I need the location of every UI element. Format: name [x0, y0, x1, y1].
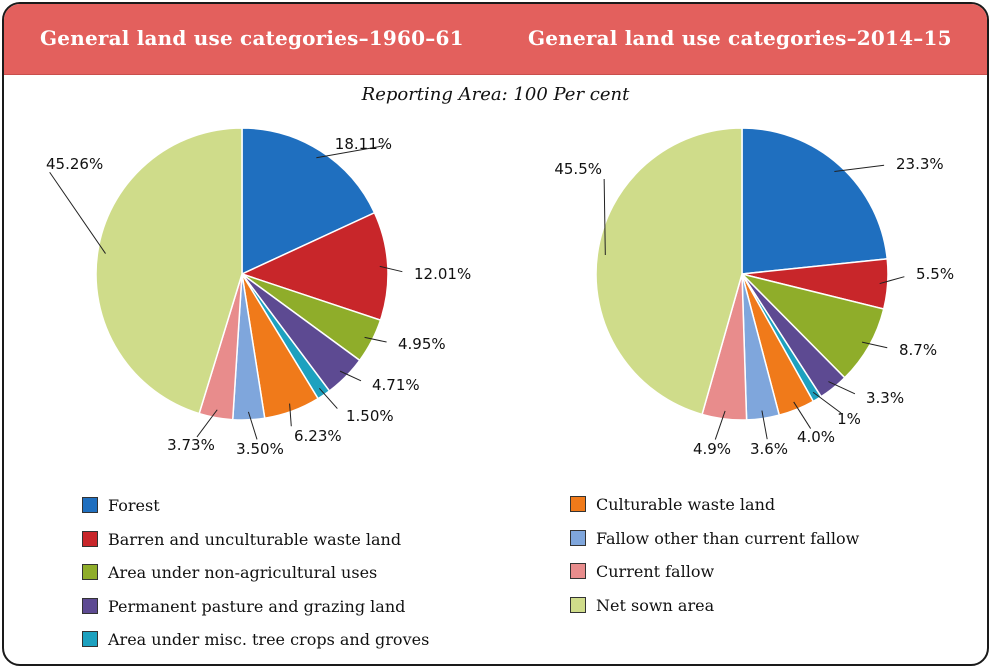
pie-chart-2014-15: 23.3% 5.5% 8.7% 3.3% 1%4.0% 3.6% 4.9% 45.5% [554, 127, 954, 458]
legend-swatch [82, 497, 98, 513]
left-chart-title: General land use categories–1960–61 [40, 26, 464, 50]
legend-label: Area under misc. tree crops and groves [108, 629, 430, 649]
pie-1960-leader-line [339, 370, 362, 382]
pie-2014-data-label: 8.7% [899, 341, 937, 359]
pie-1960-data-label: 3.73% [167, 436, 215, 454]
legend-label: Culturable waste land [596, 494, 776, 514]
reporting-area-subtitle: Reporting Area: 100 Per cent [361, 84, 630, 105]
pie-1960-leader-line [196, 409, 218, 438]
pie-2014-data-label: 3.6% [750, 440, 788, 458]
legend-swatch [570, 530, 586, 546]
legend-item: Current fallow [570, 560, 714, 582]
pie-1960-data-label: 45.26% [46, 155, 103, 173]
pie-1960-slice-net-sown-area [95, 127, 243, 415]
header-banner: General land use categories–1960–61 Gene… [4, 4, 987, 75]
legend-item: Permanent pasture and grazing land [82, 595, 405, 617]
pie-2014-leader-line [761, 410, 768, 440]
legend-item: Barren and unculturable waste land [82, 528, 401, 550]
pie-1960-slice-barren-and-unculturable-waste-land [239, 211, 389, 322]
legend-swatch [570, 563, 586, 579]
pie-1960-leader-line [247, 411, 258, 440]
pie-2014-data-label: 23.3% [896, 155, 944, 173]
pie-1960-leader-line [364, 336, 387, 343]
pie-2014-data-label: 5.5% [916, 265, 954, 283]
pie-1960-data-label: 4.71% [372, 376, 420, 394]
pie-1960-leader-line [49, 171, 106, 254]
pie-1960-data-label: 3.50% [236, 440, 284, 458]
pie-1960-data-label: 12.01% [414, 265, 471, 283]
pie-2014-leader-line [828, 381, 856, 395]
pie-1960-data-label: 1.50% [346, 407, 394, 425]
pie-2014-leader-line [793, 401, 812, 429]
pie-1960-slice-forest [241, 127, 376, 276]
pie-2014-data-label: 1% [837, 410, 861, 428]
legend-item: Area under misc. tree crops and groves [82, 628, 429, 650]
right-chart-title: General land use categories–2014–15 [528, 26, 952, 50]
legend-item: Area under non-agricultural uses [82, 561, 377, 583]
pie-2014-slice-forest [741, 127, 889, 275]
legend-swatch [82, 564, 98, 580]
pie-1960-leader-line [289, 403, 292, 427]
legend-swatch [82, 531, 98, 547]
legend-label: Forest [108, 495, 160, 515]
legend-swatch [82, 631, 98, 647]
legend-item: Fallow other than current fallow [570, 527, 859, 549]
legend-swatch [570, 597, 586, 613]
pie-2014-leader-line [603, 178, 606, 255]
pie-2014-data-label: 3.3% [866, 389, 904, 407]
pie-2014-data-label: 4.9% [693, 440, 731, 458]
pie-2014-leader-line [834, 164, 885, 172]
pie-1960-leader-line [316, 145, 385, 159]
legend-item: Culturable waste land [570, 493, 775, 515]
pie-2014-leader-line [714, 410, 726, 440]
pie-2014-data-label: 4.0% [797, 428, 835, 446]
pie-2014-leader-line [879, 276, 905, 285]
pie-chart-1960-61: 18.11% 12.01% 4.95% 4.71% 1.50%6.23% 3.50% 3.7… [46, 127, 471, 458]
pie-2014-leader-line [812, 391, 842, 414]
legend-label: Fallow other than current fallow [596, 528, 860, 548]
pie-charts: 18.11% 12.01% 4.95% 4.71% 1.50%6.23% 3.50% 3.7… [46, 127, 954, 458]
pie-2014-leader-line [861, 341, 888, 349]
legend-item: Net sown area [570, 594, 714, 616]
legend-swatch [570, 496, 586, 512]
pie-2014-slice-net-sown-area [595, 127, 743, 416]
legend-label: Area under non-agricultural uses [108, 562, 378, 582]
pie-1960-data-label: 4.95% [398, 335, 446, 353]
pie-2014-data-label: 45.5% [554, 160, 602, 178]
legend-label: Permanent pasture and grazing land [108, 596, 406, 616]
pie-1960-data-label: 18.11% [335, 135, 392, 153]
pie-1960-data-label: 6.23% [294, 427, 342, 445]
legend-item: Forest [82, 494, 160, 516]
legend-swatch [82, 598, 98, 614]
legend-label: Current fallow [596, 561, 715, 581]
pie-1960-leader-line [318, 387, 338, 409]
legend-label: Barren and unculturable waste land [108, 529, 402, 549]
pie-1960-leader-line [379, 265, 403, 273]
legend-label: Net sown area [596, 595, 715, 615]
